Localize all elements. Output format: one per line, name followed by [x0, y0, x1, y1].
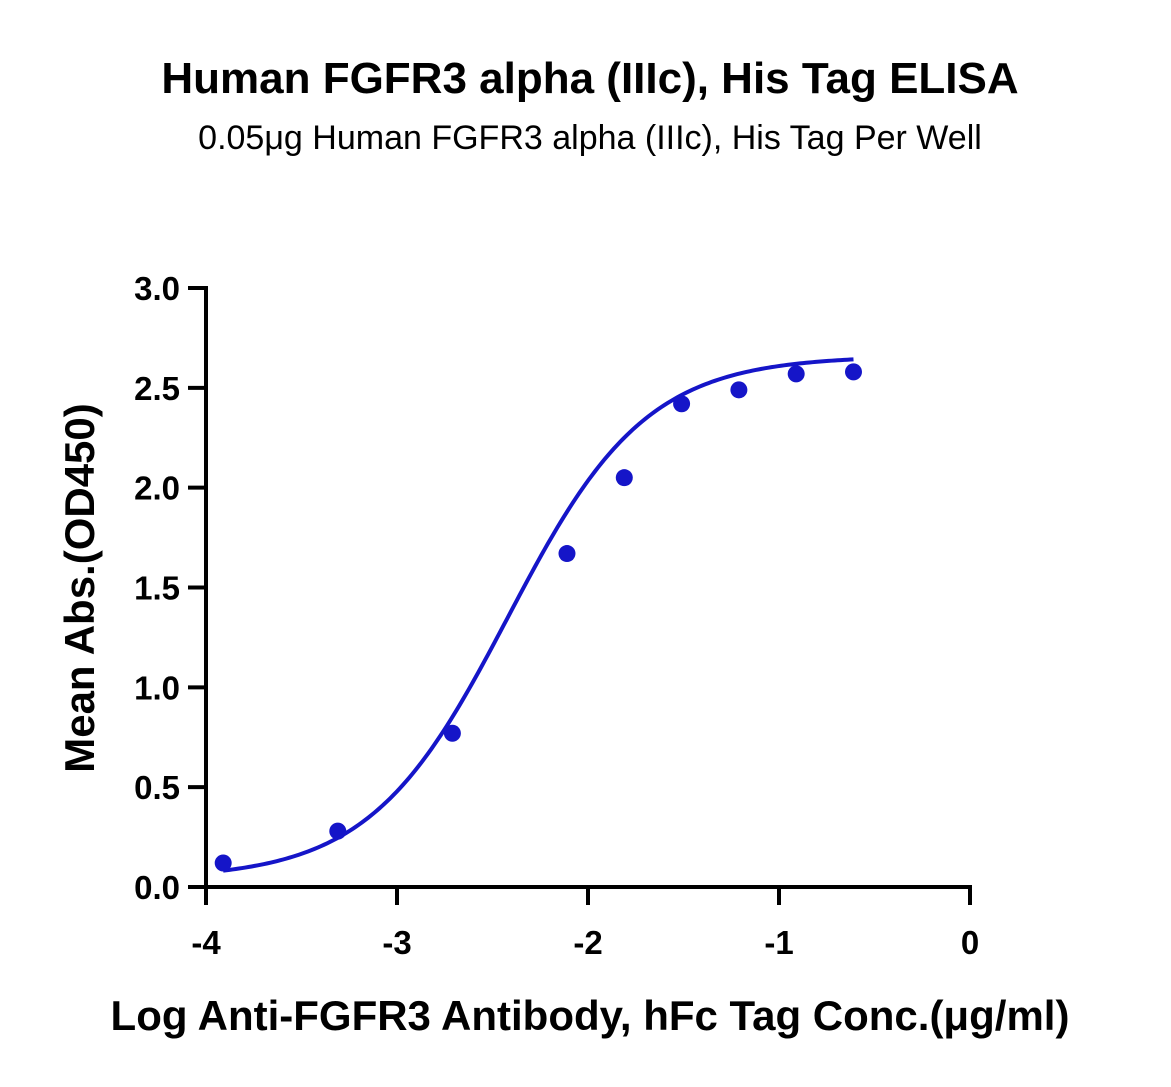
data-points — [214, 363, 862, 872]
y-tick-label: 2.0 — [134, 470, 180, 507]
data-point — [730, 381, 748, 399]
fit-curve — [222, 357, 854, 873]
data-point — [329, 822, 347, 840]
y-axis-label: Mean Abs.(OD450) — [56, 403, 103, 773]
fit-curve-group — [222, 357, 854, 873]
y-tick-label: 0.5 — [134, 769, 180, 806]
data-point — [844, 363, 862, 381]
x-tick-label: -4 — [191, 924, 221, 961]
data-point — [615, 469, 633, 487]
y-tick-label: 1.5 — [134, 570, 180, 607]
y-tick-label: 2.5 — [134, 370, 180, 407]
data-point — [558, 545, 576, 563]
x-tick-label: -3 — [382, 924, 411, 961]
chart-subtitle: 0.05μg Human FGFR3 alpha (IIIc), His Tag… — [198, 119, 982, 157]
y-tick-label: 0.0 — [134, 869, 180, 906]
x-tick-label: -1 — [764, 924, 793, 961]
chart-title: Human FGFR3 alpha (IIIc), His Tag ELISA — [161, 54, 1018, 103]
y-tick-label: 1.0 — [134, 669, 180, 706]
y-tick-label: 3.0 — [134, 270, 180, 307]
x-tick-label: -2 — [573, 924, 602, 961]
data-point — [443, 724, 461, 742]
y-axis-ticks: 0.0 0.5 1.0 1.5 2.0 2.5 3.0 — [134, 270, 206, 906]
x-axis-label: Log Anti-FGFR3 Antibody, hFc Tag Conc.(μ… — [111, 992, 1070, 1039]
data-point — [787, 365, 805, 383]
data-point — [214, 854, 232, 872]
data-point — [673, 395, 691, 413]
x-axis-ticks: -4 -3 -2 -1 0 — [191, 887, 979, 961]
x-tick-label: 0 — [961, 924, 979, 961]
